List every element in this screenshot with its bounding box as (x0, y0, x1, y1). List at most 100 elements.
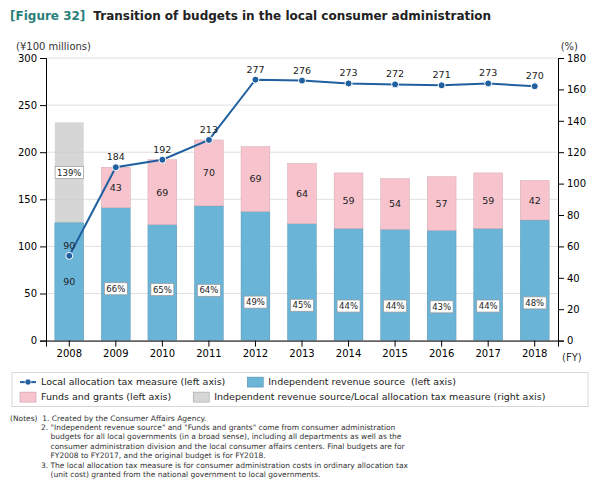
marker (205, 136, 212, 143)
bar (474, 173, 503, 229)
bar (288, 224, 317, 341)
legend-item: Local allocation tax measure (left axis) (20, 376, 225, 387)
data-label: 59 (482, 195, 494, 206)
marker (252, 76, 259, 83)
legend: Local allocation tax measure (left axis)… (20, 376, 545, 402)
note: (unit cost) granted from the national go… (10, 470, 320, 479)
tick-label: 250 (18, 100, 37, 111)
tick-mark (534, 341, 535, 347)
tick: 100 (558, 178, 586, 189)
tick-mark (558, 89, 564, 90)
tick-label: 2011 (196, 348, 221, 359)
legend-label: Independent revenue source (left axis) (268, 376, 456, 387)
tick: 2018 (522, 341, 547, 359)
title: Transition of budgets in the local consu… (93, 9, 491, 23)
tick-label: 2018 (522, 348, 547, 359)
data-label: 272 (386, 68, 404, 79)
tick-label: 50 (24, 288, 37, 299)
tick-label: 40 (567, 273, 580, 284)
tick: 2013 (289, 341, 314, 359)
tick-label: 2008 (57, 348, 82, 359)
tick: 140 (558, 116, 586, 127)
tick-label: 100 (567, 178, 586, 189)
tick-mark (40, 199, 46, 200)
tick-label: 0 (31, 335, 37, 346)
axis-title: (%) (561, 41, 578, 52)
data-label: 70 (203, 167, 215, 178)
tick-label: 200 (18, 147, 37, 158)
bar (55, 223, 84, 341)
label-box (291, 299, 314, 311)
marker (392, 81, 399, 88)
bar (55, 122, 84, 340)
data-label: 276 (293, 65, 311, 76)
marker (299, 77, 306, 84)
tick-mark (558, 184, 564, 185)
marks (55, 76, 549, 340)
bar (520, 180, 549, 220)
tick-label: 2017 (475, 348, 500, 359)
annotation: 90 (63, 276, 75, 287)
line (69, 80, 534, 256)
data-label: 45% (293, 300, 312, 310)
tick: 0 (31, 335, 46, 346)
legend-swatch (193, 392, 209, 402)
tick-label: 2012 (243, 348, 268, 359)
note: 3. The local allocation tax measure is f… (10, 461, 409, 470)
marker (531, 83, 538, 90)
note: consumer administration division and the… (10, 442, 405, 451)
data-label: 213 (200, 124, 218, 135)
data-label: 44% (386, 301, 405, 311)
tick-mark (208, 341, 209, 347)
legend-swatch (20, 392, 36, 402)
tick-label: 80 (567, 210, 580, 221)
tick: 2014 (336, 341, 361, 359)
tick-label: 100 (18, 241, 37, 252)
tick-label: 150 (18, 194, 37, 205)
tick: 40 (558, 273, 580, 284)
label-box (430, 301, 453, 313)
legend-swatch (247, 377, 263, 387)
label-box (244, 296, 267, 308)
chart: [Figure 32] Transition of budgets in the … (0, 0, 600, 483)
tick-mark (69, 341, 70, 347)
tick-mark (40, 341, 46, 342)
label-box (151, 284, 174, 296)
marker (345, 80, 352, 87)
data-label: 64% (199, 285, 218, 295)
legend-item: Funds and grants (left axis) (20, 391, 171, 402)
bar (288, 164, 317, 224)
tick-mark (40, 152, 46, 153)
tick: 80 (558, 210, 580, 221)
tick: 2008 (57, 341, 82, 359)
tick-label: 2009 (103, 348, 128, 359)
bar (427, 177, 456, 231)
data-label: 54 (389, 198, 401, 209)
label-box (384, 300, 407, 312)
tick: 2009 (103, 341, 128, 359)
tick-label: 160 (567, 84, 586, 95)
tick-mark (302, 341, 303, 347)
grid-line (46, 58, 558, 59)
tick: 0 (558, 335, 573, 346)
data-label: 277 (246, 64, 264, 75)
tick-mark (558, 309, 564, 310)
figure-label: [Figure 32] (10, 9, 85, 23)
axis: 050100150200250300 (18, 53, 47, 347)
tick-label: 60 (567, 241, 580, 252)
tick-mark (40, 294, 46, 295)
data-label: 44% (479, 301, 498, 311)
tick-mark (162, 341, 163, 347)
legend-label: Local allocation tax measure (left axis) (41, 376, 225, 387)
marker (112, 164, 119, 171)
bar (520, 220, 549, 341)
data-label: 69 (249, 173, 261, 184)
data-label: 42 (529, 195, 541, 206)
tick-mark (558, 152, 564, 153)
data-label: 271 (433, 69, 451, 80)
tick: 2012 (243, 341, 268, 359)
tick-mark (558, 58, 564, 59)
data-label: 69 (156, 187, 168, 198)
label-box (104, 283, 127, 295)
note: budgets for all local governments (in a … (10, 432, 402, 441)
